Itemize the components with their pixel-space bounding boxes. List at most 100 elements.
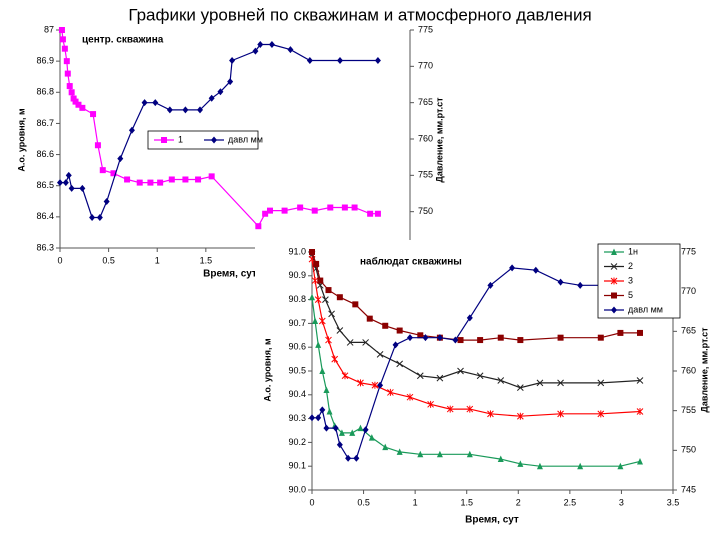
marker: [516, 412, 524, 420]
marker: [446, 405, 454, 413]
marker: [315, 414, 322, 422]
marker: [382, 322, 389, 329]
legend-label: давл мм: [228, 134, 263, 144]
marker: [96, 213, 103, 221]
x-tick-label: 0: [57, 255, 62, 265]
marker: [152, 99, 159, 107]
marker: [345, 454, 352, 462]
marker: [94, 142, 101, 149]
marker: [309, 414, 315, 422]
marker: [509, 264, 516, 272]
marker: [536, 379, 544, 387]
marker: [166, 106, 173, 114]
chart: 90.0 90.1 90.2 90.3 90.4 90.5 90.6 90.7 90.8 90.9…: [255, 240, 720, 540]
marker: [477, 337, 484, 344]
marker: [309, 249, 315, 255]
marker: [636, 329, 643, 336]
marker: [208, 94, 215, 102]
y2-tick-label: 770: [418, 61, 433, 71]
series-line: [311, 254, 641, 389]
legend-label: 5: [628, 290, 633, 300]
marker: [341, 372, 349, 380]
marker: [636, 457, 643, 465]
legend: 1 давл мм: [147, 130, 263, 150]
marker: [72, 98, 79, 105]
marker: [457, 337, 464, 344]
x-tick-label: 0.5: [102, 255, 115, 265]
marker: [406, 334, 413, 342]
x-tick-label: 1: [413, 497, 418, 507]
marker: [229, 57, 236, 65]
marker: [341, 204, 348, 211]
marker: [577, 462, 584, 470]
y2-axis-label: Давление, мм.рт.ст: [699, 327, 709, 413]
marker: [536, 462, 543, 470]
marker: [311, 277, 319, 285]
x-tick-label: 1.5: [200, 255, 213, 265]
marker: [66, 83, 73, 90]
marker: [309, 293, 315, 301]
marker: [427, 400, 434, 408]
marker: [497, 377, 505, 384]
marker: [476, 372, 484, 380]
marker: [557, 410, 564, 418]
marker: [497, 455, 504, 463]
y2-tick-label: 770: [681, 286, 696, 296]
series-line: [61, 29, 378, 228]
marker: [374, 210, 381, 217]
marker: [396, 448, 403, 455]
marker: [452, 336, 459, 344]
marker: [70, 95, 77, 102]
marker: [217, 88, 224, 96]
y2-tick-label: 765: [681, 326, 696, 336]
marker: [577, 281, 584, 289]
marker: [466, 314, 473, 322]
marker: [323, 386, 330, 394]
marker: [377, 381, 384, 389]
legend-label: 1: [178, 134, 183, 144]
marker: [382, 443, 389, 451]
marker: [517, 460, 524, 467]
marker: [328, 310, 335, 318]
marker: [610, 277, 618, 285]
marker: [103, 197, 110, 205]
marker: [297, 204, 304, 211]
marker: [597, 379, 605, 387]
marker: [319, 406, 326, 414]
y-tick-label: 90.0: [288, 484, 306, 494]
marker: [252, 47, 259, 55]
y-tick-label: 90.8: [288, 294, 306, 304]
x-tick-label: 2.5: [564, 497, 577, 507]
y-tick-label: 87: [44, 24, 54, 34]
marker: [124, 176, 131, 183]
y-tick-label: 90.1: [288, 461, 306, 471]
y-tick-label: 86.6: [36, 149, 54, 159]
marker: [59, 36, 66, 43]
marker: [161, 137, 167, 143]
series-line: [311, 297, 641, 467]
marker: [314, 296, 322, 304]
marker: [487, 281, 494, 289]
marker: [416, 372, 424, 380]
marker: [325, 336, 332, 344]
marker: [312, 317, 319, 325]
x-tick-label: 1: [155, 255, 160, 265]
marker: [317, 277, 324, 284]
y-tick-label: 90.3: [288, 413, 306, 423]
y-tick-label: 86.7: [36, 118, 54, 128]
x-tick-label: 0.5: [357, 497, 370, 507]
marker: [322, 296, 329, 303]
marker: [366, 315, 373, 322]
marker: [417, 450, 424, 458]
marker: [597, 410, 605, 418]
marker: [436, 450, 443, 458]
marker: [422, 334, 429, 342]
marker: [336, 441, 343, 449]
marker: [281, 207, 288, 214]
marker: [311, 207, 318, 214]
legend-box: [147, 130, 259, 150]
marker: [63, 58, 70, 65]
marker: [331, 355, 339, 363]
marker: [338, 429, 345, 436]
